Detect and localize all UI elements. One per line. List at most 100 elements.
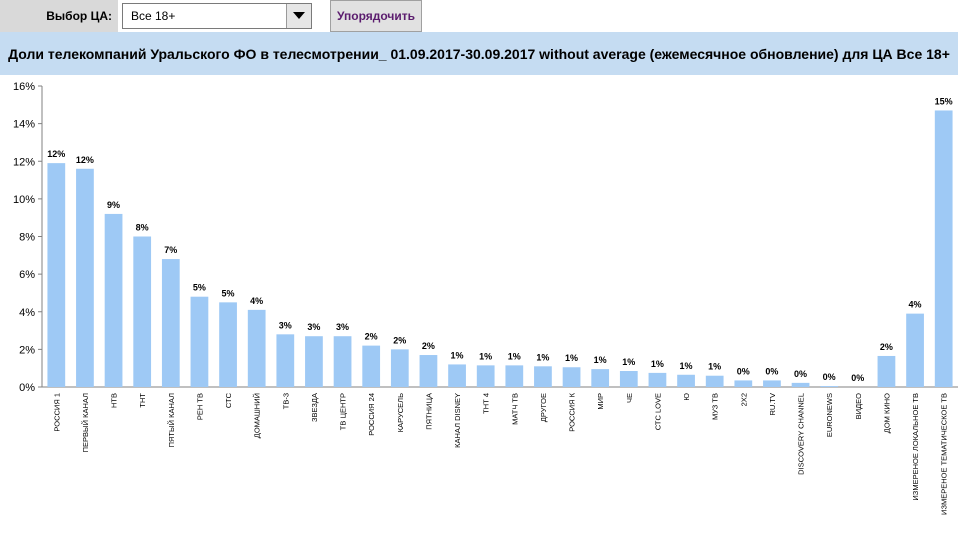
bar: [648, 372, 667, 387]
x-tick-label: ИЗМЕРЕНОЕ ТЕМАТИЧЕСКОЕ ТВ: [940, 393, 949, 515]
x-tick-label: ТВ-3: [281, 393, 290, 409]
data-label: 1%: [565, 353, 578, 363]
audience-select-value: Все 18+: [131, 9, 176, 23]
bar: [505, 365, 524, 387]
bar: [362, 345, 381, 387]
x-tick-label: НТВ: [110, 393, 119, 408]
x-tick-label: СТС: [224, 392, 233, 408]
bar: [305, 336, 323, 387]
x-tick-label: ПЯТЫЙ КАНАЛ: [167, 393, 176, 447]
x-tick-label: ВИДЕО: [854, 393, 863, 419]
bar: [934, 110, 953, 388]
audience-label: Выбор ЦА:: [0, 0, 118, 32]
data-label: 3%: [279, 320, 292, 330]
bar: [104, 213, 123, 387]
data-label: 0%: [794, 369, 807, 379]
data-label: 5%: [222, 288, 235, 298]
data-label: 3%: [307, 322, 320, 332]
data-label: 0%: [765, 366, 778, 376]
bar-chart: 0% 2% 4% 6% 8% 10% 12% 14% 16% 12% 12% 9% 8% 7% 5% 5% 4…: [13, 81, 958, 515]
bars: [47, 110, 953, 388]
x-tick-label: ПЕРВЫЙ КАНАЛ: [81, 393, 90, 452]
x-tick-label: МИР: [596, 393, 605, 410]
x-axis-labels: РОССИЯ 1 ПЕРВЫЙ КАНАЛ НТВ ТНТ ПЯТЫЙ КАНАЛ РЕН…: [52, 392, 948, 515]
x-tick-label: МАТЧ ТВ: [510, 393, 519, 425]
y-tick-label: 4%: [19, 307, 35, 319]
data-label: 1%: [594, 355, 607, 365]
x-tick-label: EURONEWS: [825, 393, 834, 437]
bar: [448, 364, 466, 387]
bar: [333, 336, 352, 387]
data-label: 1%: [708, 362, 721, 372]
bar: [763, 380, 781, 387]
data-label: 3%: [336, 322, 349, 332]
control-bar: Выбор ЦА: Все 18+ Упорядочить: [0, 0, 958, 32]
x-tick-label: ЗВЕЗДА: [310, 393, 319, 422]
bar: [133, 236, 152, 387]
x-tick-label: ДРУГОЕ: [539, 393, 548, 422]
data-label: 1%: [536, 352, 549, 362]
dropdown-button[interactable]: [286, 4, 311, 28]
y-tick-label: 10%: [13, 194, 35, 206]
x-tick-label: КАРУСЕЛЬ: [396, 393, 405, 432]
bar: [219, 302, 237, 387]
x-tick-label: 2X2: [739, 393, 748, 406]
bar: [877, 355, 896, 387]
data-label: 12%: [47, 149, 65, 159]
data-label: 1%: [451, 350, 464, 360]
x-tick-label: ТНТ: [138, 393, 147, 408]
data-label: 1%: [508, 351, 521, 361]
y-tick-label: 0%: [19, 382, 35, 394]
y-tick-label: 8%: [19, 232, 35, 244]
y-axis: 0% 2% 4% 6% 8% 10% 12% 14% 16%: [13, 81, 958, 394]
data-label: 8%: [136, 223, 149, 233]
bar: [591, 369, 610, 387]
y-tick-label: 2%: [19, 344, 35, 356]
data-label: 4%: [250, 296, 263, 306]
bar: [419, 355, 438, 387]
bar: [906, 313, 924, 387]
x-tick-label: ЧЕ: [625, 393, 634, 403]
data-label: 12%: [76, 155, 94, 165]
bar: [562, 367, 581, 387]
x-tick-label: РОССИЯ К: [568, 392, 577, 431]
data-label: 1%: [622, 357, 635, 367]
x-tick-label: ТВ ЦЕНТР: [339, 393, 348, 430]
data-label: 1%: [680, 361, 693, 371]
data-label: 1%: [479, 351, 492, 361]
y-tick-label: 16%: [13, 81, 35, 93]
data-label: 2%: [880, 342, 893, 352]
data-label: 2%: [422, 341, 435, 351]
chart-title: Доли телекомпаний Уральского ФО в телесм…: [0, 32, 958, 75]
x-tick-label: МУЗ ТВ: [711, 393, 720, 420]
x-tick-label: РОССИЯ 24: [367, 393, 376, 436]
y-tick-label: 6%: [19, 269, 35, 281]
data-label: 0%: [823, 372, 836, 382]
bar: [47, 163, 66, 387]
x-tick-label: РЕН ТВ: [195, 393, 204, 420]
bar: [190, 296, 209, 387]
bar: [76, 168, 94, 387]
x-tick-label: RU.TV: [768, 393, 777, 416]
bar: [734, 380, 753, 387]
data-label: 0%: [851, 373, 864, 383]
sort-button[interactable]: Упорядочить: [330, 0, 422, 32]
x-tick-label: ПЯТНИЦА: [424, 393, 433, 430]
y-tick-label: 14%: [13, 119, 35, 131]
x-tick-label: Ю: [682, 393, 691, 401]
data-labels: 12% 12% 9% 8% 7% 5% 5% 4% 3% 3% 3% 2% 2% 2% 1% 1% 1% 1% 1%…: [47, 96, 952, 383]
x-tick-label: ИЗМЕРЕНОЕ ЛОКАЛЬНОЕ ТВ: [911, 393, 920, 501]
bar: [677, 374, 695, 387]
x-tick-label: ДОМ КИНО: [882, 393, 891, 433]
data-label: 2%: [365, 332, 378, 342]
audience-select[interactable]: Все 18+: [122, 3, 312, 29]
bar: [476, 365, 495, 387]
bar: [276, 334, 295, 387]
data-label: 2%: [393, 335, 406, 345]
y-tick-label: 12%: [13, 156, 35, 168]
bar: [390, 349, 409, 387]
bar: [619, 371, 638, 387]
x-tick-label: DISCOVERY CHANNEL: [797, 393, 806, 475]
bar: [247, 309, 266, 387]
data-label: 9%: [107, 200, 120, 210]
